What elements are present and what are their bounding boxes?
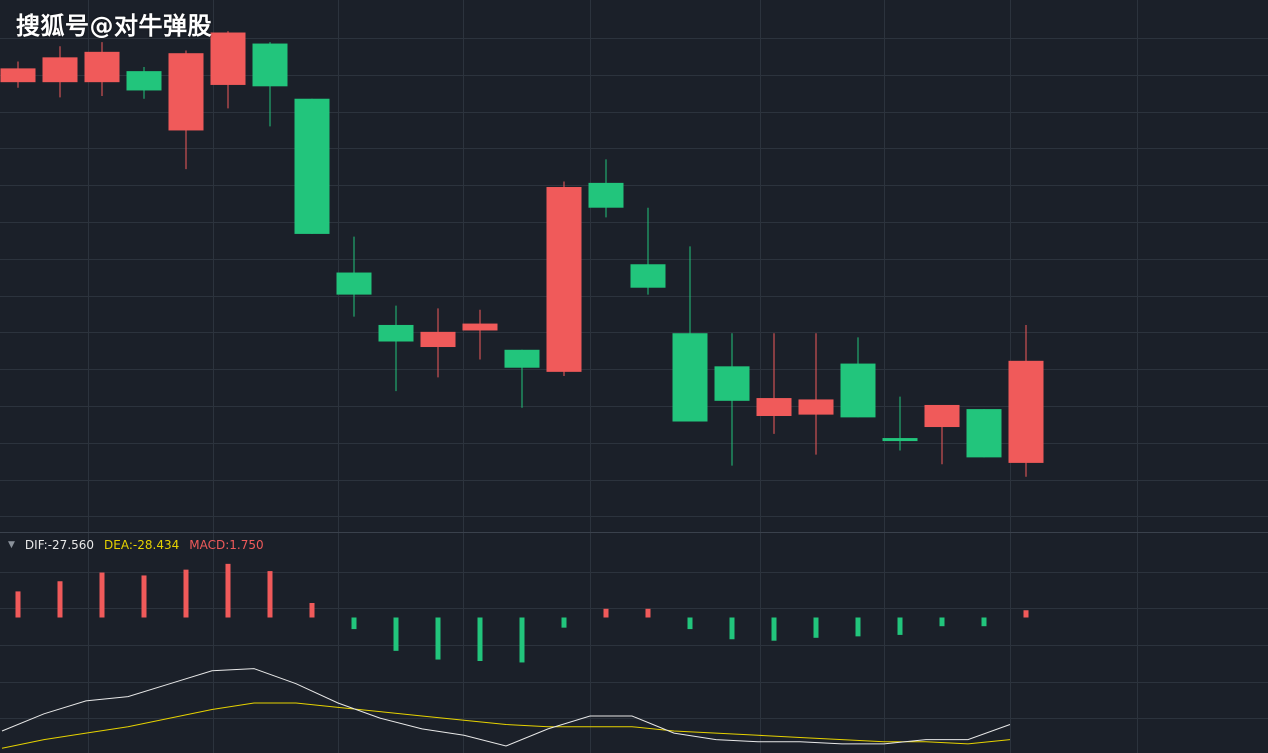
macd-bar xyxy=(435,617,441,660)
dif-line xyxy=(1,668,1011,747)
candle-body xyxy=(714,366,750,401)
dif-value: DIF:-27.560 xyxy=(24,538,95,552)
candle-body xyxy=(966,409,1002,458)
candle-body xyxy=(168,53,204,131)
candle-body xyxy=(588,182,624,208)
macd-bar xyxy=(141,575,147,618)
macd-lines xyxy=(1,668,1011,749)
macd-bar xyxy=(519,617,525,663)
candle-body xyxy=(378,324,414,342)
candle-body xyxy=(840,363,876,418)
macd-bar xyxy=(897,617,903,635)
macd-bar xyxy=(771,617,777,641)
candle-body xyxy=(546,187,582,372)
macd-bar xyxy=(351,617,357,630)
candle-body xyxy=(420,331,456,348)
watermark-text: 搜狐号@对牛弹股 xyxy=(16,12,212,40)
macd-bar xyxy=(729,617,735,640)
macd-bar xyxy=(183,569,189,618)
dea-line xyxy=(1,702,1011,749)
macd-bar xyxy=(393,617,399,651)
candle-body xyxy=(672,333,708,422)
candle-body xyxy=(504,349,540,368)
candle-body xyxy=(462,323,498,331)
macd-bar xyxy=(477,617,483,661)
candlestick-series xyxy=(0,31,1044,477)
macd-bar xyxy=(225,563,231,618)
macd-bar xyxy=(645,608,651,618)
candle-body xyxy=(882,438,918,442)
candle-body xyxy=(126,71,162,91)
macd-bar xyxy=(99,572,105,618)
macd-bar xyxy=(813,617,819,638)
macd-bar xyxy=(1023,610,1029,618)
candle-body xyxy=(0,68,36,83)
macd-bar xyxy=(981,617,987,627)
macd-bar xyxy=(687,617,693,630)
candle-body xyxy=(1008,360,1044,463)
candle-body xyxy=(630,264,666,288)
chevron-down-icon[interactable]: ▼ xyxy=(8,540,15,550)
macd-histogram xyxy=(15,563,1029,663)
candle-body xyxy=(756,398,792,416)
macd-indicator-legend: ▼ DIF:-27.560 DEA:-28.434 MACD:1.750 xyxy=(0,536,264,554)
macd-bar xyxy=(603,608,609,618)
candle-body xyxy=(798,399,834,415)
macd-value: MACD:1.750 xyxy=(189,538,264,552)
macd-bar xyxy=(57,581,63,618)
dea-value: DEA:-28.434 xyxy=(104,538,180,552)
macd-bar xyxy=(855,617,861,637)
candle-body xyxy=(84,51,120,83)
candle-body xyxy=(336,272,372,295)
macd-bar xyxy=(309,603,315,618)
candle-body xyxy=(252,43,288,87)
macd-bar xyxy=(267,571,273,618)
candle-body xyxy=(294,98,330,234)
macd-bar xyxy=(15,591,21,618)
candle-body xyxy=(210,32,246,85)
candle-body xyxy=(42,57,78,83)
macd-bar xyxy=(561,617,567,628)
candle-body xyxy=(924,404,960,428)
macd-bar xyxy=(939,617,945,627)
